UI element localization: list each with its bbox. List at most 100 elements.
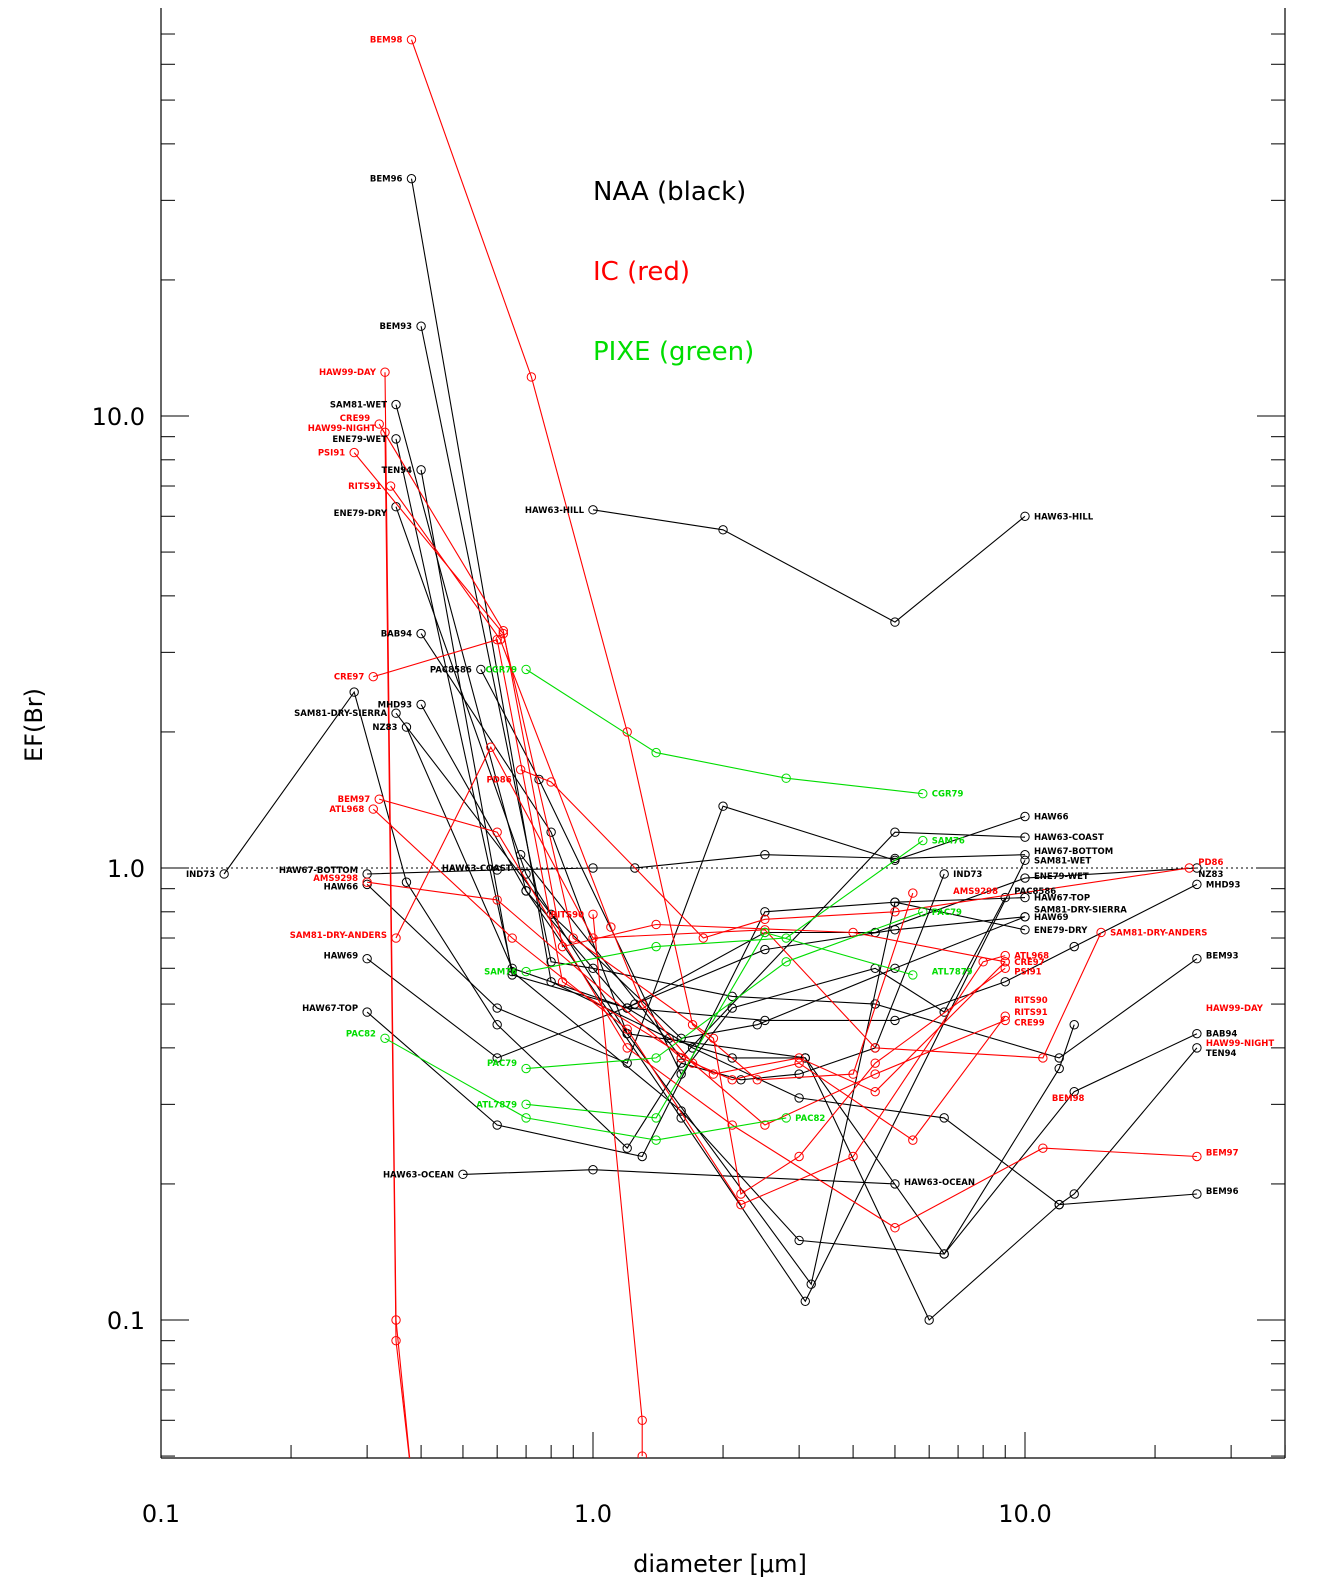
point-label: HAW99-NIGHT <box>308 424 376 434</box>
point-label: BAB94 <box>381 630 412 640</box>
series-line <box>378 423 1006 963</box>
point-label: HAW63-COAST <box>1034 833 1104 843</box>
point-label: AMS9298 <box>313 874 358 884</box>
point-label: HAW63-OCEAN <box>383 1170 454 1180</box>
data-point <box>800 1053 810 1063</box>
data-point <box>924 1315 934 1325</box>
point-label: CRE99 <box>340 414 371 424</box>
data-point <box>588 505 598 515</box>
series-line <box>395 712 1026 1039</box>
point-label: ATL7879 <box>476 1100 517 1110</box>
data-point <box>794 1235 804 1246</box>
data-point <box>736 1189 746 1199</box>
data-point <box>1020 925 1030 935</box>
series-line <box>526 931 913 1119</box>
point-label: SAM81-WET <box>330 401 387 411</box>
point-label: SAM81-WET <box>1034 856 1091 866</box>
point-label: IND73 <box>186 870 215 880</box>
series-line <box>520 769 1190 939</box>
series-pac82 <box>380 1033 791 1145</box>
data-point <box>1054 1053 1064 1063</box>
legend-naa: NAA (black) <box>593 177 746 207</box>
series-line <box>384 1037 787 1141</box>
data-point <box>760 1120 770 1130</box>
series-pac8586 <box>476 664 1010 1079</box>
data-point <box>507 970 517 980</box>
data-point <box>870 1086 880 1097</box>
series-haw69 <box>362 912 1030 1063</box>
point-label: SAM76 <box>932 837 965 847</box>
series-line <box>395 506 1026 1286</box>
data-point <box>401 722 412 732</box>
data-point <box>890 1223 900 1233</box>
series-line <box>592 914 643 1457</box>
data-point <box>1020 912 1030 922</box>
data-point <box>918 907 928 917</box>
point-label: AMS9298 <box>953 887 998 897</box>
data-point <box>407 1473 415 1481</box>
point-label: TEN94 <box>382 466 413 476</box>
point-label: CRE97 <box>1014 958 1045 968</box>
data-point <box>781 957 791 967</box>
data-point <box>362 953 372 964</box>
point-label: BEM98 <box>1052 1094 1085 1104</box>
series-bem97 <box>374 794 1202 1233</box>
series-ene79-wet <box>391 434 1079 1259</box>
y-tick-label: 1.0 <box>107 855 145 883</box>
data-point <box>676 1033 686 1043</box>
data-point <box>416 465 426 475</box>
point-label: BEM97 <box>338 795 371 805</box>
point-label: ENE79-DRY <box>334 509 388 519</box>
data-point <box>407 1473 415 1481</box>
data-point <box>794 1151 804 1162</box>
point-label: HAW66 <box>1034 812 1069 822</box>
data-point <box>676 1053 686 1063</box>
data-point <box>760 944 770 955</box>
data-point <box>401 877 412 887</box>
data-point <box>1020 892 1030 903</box>
data-point <box>521 1063 531 1074</box>
point-label: HAW67-TOP <box>1034 894 1090 904</box>
data-point <box>492 827 502 837</box>
data-point <box>362 879 372 890</box>
data-point <box>918 835 928 846</box>
data-point <box>760 914 770 925</box>
data-point <box>521 664 531 675</box>
data-point <box>380 1033 390 1043</box>
series-line <box>384 432 410 1458</box>
data-point <box>1192 863 1202 873</box>
series-rits91 <box>385 481 1010 1130</box>
data-point <box>391 501 401 512</box>
data-point <box>939 1113 949 1123</box>
x-tick-label: 10.0 <box>998 1500 1051 1528</box>
point-label: HAW63-OCEAN <box>904 1178 975 1188</box>
x-tick-label: 1.0 <box>574 1500 612 1528</box>
series-ene79-dry <box>391 501 1030 1289</box>
data-point <box>492 1020 502 1030</box>
data-point <box>939 869 949 879</box>
series-line <box>372 808 1006 1206</box>
data-point <box>1000 957 1010 967</box>
series-line <box>420 326 1198 1059</box>
series-atl968 <box>368 804 1010 1210</box>
data-point <box>760 850 770 860</box>
series-line <box>480 669 1006 1076</box>
data-point <box>1184 863 1194 873</box>
series-line <box>223 690 945 1149</box>
series-line <box>420 633 1198 1255</box>
data-point <box>568 933 578 943</box>
data-point <box>1192 1043 1202 1053</box>
point-label: HAW99-DAY <box>319 368 377 378</box>
data-point <box>1192 1028 1202 1039</box>
data-point <box>1020 873 1030 883</box>
series-line <box>410 39 914 1081</box>
data-point <box>492 634 502 645</box>
series-haw63-ocean <box>458 1165 900 1189</box>
y-tick-label: 0.1 <box>107 1307 145 1335</box>
data-point <box>794 1069 804 1079</box>
point-label: PAC79 <box>932 908 962 918</box>
data-point <box>939 1249 949 1259</box>
data-point <box>588 1165 598 1175</box>
series-psi91 <box>349 447 1010 1199</box>
data-point <box>492 1053 502 1063</box>
